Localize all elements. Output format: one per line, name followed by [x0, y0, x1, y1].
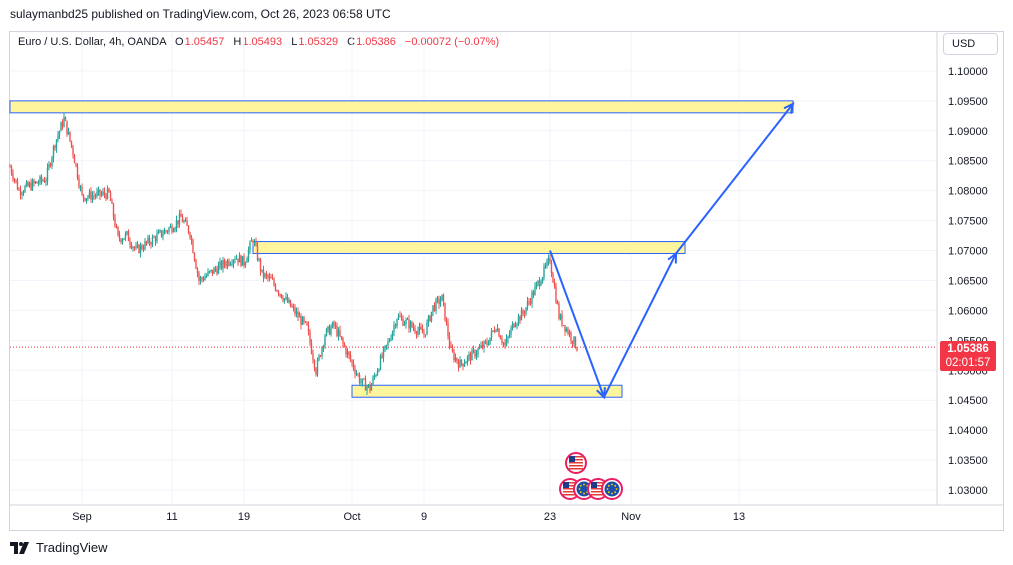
- footer-brand[interactable]: TradingView: [10, 540, 108, 555]
- currency-button[interactable]: USD: [943, 33, 998, 55]
- bar-countdown: 02:01:57: [945, 357, 991, 369]
- close-value: 1.05386: [356, 36, 396, 48]
- close-label: C: [347, 36, 356, 48]
- tradingview-logo-icon: [10, 541, 29, 554]
- publisher-line: sulaymanbd25 published on TradingView.co…: [10, 7, 391, 21]
- last-price-tag: 1.05386 02:01:57: [940, 341, 996, 371]
- symbol-name[interactable]: Euro / U.S. Dollar, 4h, OANDA: [18, 36, 166, 48]
- high-value: 1.05493: [242, 36, 283, 48]
- chart-frame: [9, 31, 1004, 531]
- low-label: L: [291, 36, 298, 48]
- high-label: H: [233, 36, 242, 48]
- footer-brand-text: TradingView: [36, 540, 108, 555]
- last-price-value: 1.05386: [947, 343, 989, 355]
- symbol-legend[interactable]: Euro / U.S. Dollar, 4h, OANDA O1.05457 H…: [18, 36, 499, 48]
- low-value: 1.05329: [298, 36, 339, 48]
- change-value: −0.00072 (−0.07%): [404, 36, 500, 48]
- open-label: O: [175, 36, 184, 48]
- open-value: 1.05457: [184, 36, 225, 48]
